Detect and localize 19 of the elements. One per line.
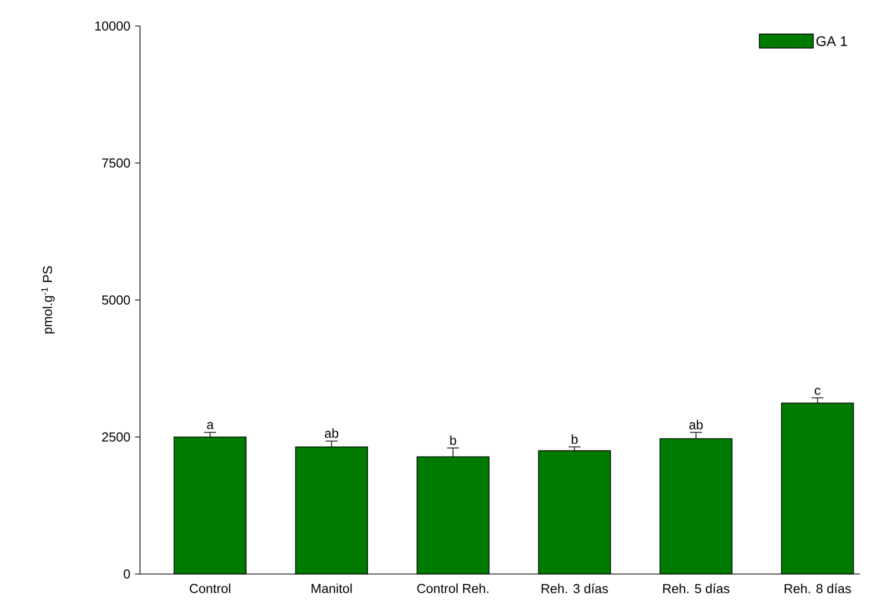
y-tick-label: 5000 bbox=[102, 295, 130, 305]
x-tick-label: Reh. 8 días bbox=[784, 584, 851, 594]
y-axis-title: pmol.g$^{-1}$ PS bbox=[41, 266, 55, 334]
x-tick-label: Reh. 5 días bbox=[663, 584, 730, 594]
y-tick-label: 0 bbox=[124, 569, 130, 579]
y-tick-label: 7500 bbox=[102, 158, 130, 168]
y-tick-label: 10000 bbox=[95, 21, 130, 31]
annotation: a bbox=[207, 422, 214, 430]
x-tick-label: Reh. 3 días bbox=[542, 584, 608, 594]
x-tick-label: Control Reh. bbox=[417, 584, 488, 594]
annotation: c bbox=[814, 388, 820, 395]
annotation: b bbox=[450, 435, 456, 446]
annotation: ab bbox=[324, 428, 338, 438]
legend-label: GA 1 bbox=[816, 36, 847, 46]
x-tick-label: Control bbox=[190, 584, 230, 594]
annotation: ab bbox=[689, 420, 703, 430]
x-tick-label: Manitol bbox=[312, 584, 352, 594]
y-tick-label: 2500 bbox=[102, 432, 130, 442]
annotation: b bbox=[572, 434, 578, 444]
